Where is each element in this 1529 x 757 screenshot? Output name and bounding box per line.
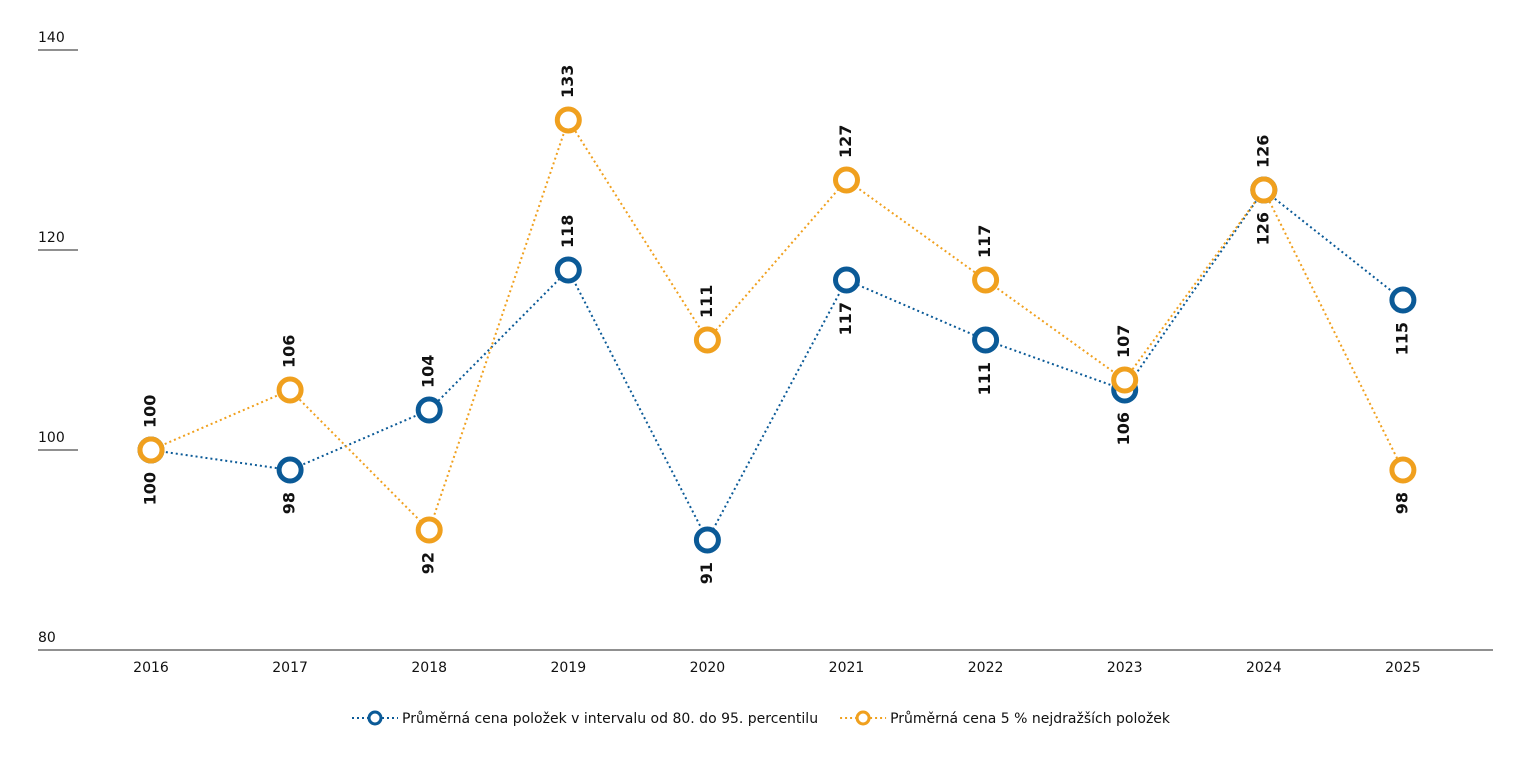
point-marker	[833, 266, 860, 294]
point-marker	[833, 166, 860, 194]
x-tick-label: 2021	[829, 660, 865, 676]
point-marker	[415, 516, 443, 544]
data-label: 98	[1392, 492, 1411, 514]
x-tick-label: 2022	[968, 660, 1004, 676]
data-label: 133	[558, 65, 577, 98]
data-label: 104	[419, 355, 438, 388]
point-marker	[415, 396, 443, 424]
data-label: 127	[836, 125, 855, 158]
data-label: 117	[975, 225, 994, 258]
legend-item: Průměrná cena položek v intervalu od 80.…	[352, 710, 818, 727]
data-label: 92	[419, 552, 438, 574]
point-marker	[972, 266, 1000, 294]
legend-marker	[367, 710, 383, 726]
series	[150, 117, 1404, 532]
data-label: 100	[141, 395, 160, 428]
legend-label: Průměrná cena 5 % nejdražších položek	[890, 711, 1171, 727]
y-tick-label: 140	[38, 30, 65, 46]
data-label: 126	[1253, 135, 1272, 168]
x-tick-label: 2020	[690, 660, 726, 676]
x-tick-label: 2023	[1107, 660, 1143, 676]
data-label: 100	[141, 472, 160, 505]
data-label: 126	[1253, 212, 1272, 245]
data-label: 98	[280, 492, 299, 514]
y-tick-label: 120	[38, 230, 65, 246]
series-line	[150, 117, 1404, 532]
point-marker	[137, 436, 165, 464]
point-marker	[693, 526, 721, 554]
x-tick-label: 2025	[1385, 660, 1421, 676]
y-tick-label: 100	[38, 430, 65, 446]
point-marker	[1389, 456, 1417, 484]
data-label: 117	[836, 302, 855, 335]
data-label: 107	[1114, 325, 1133, 358]
x-tick-label: 2017	[272, 660, 308, 676]
point-marker	[276, 456, 304, 484]
legend-item: Průměrná cena 5 % nejdražších položek	[840, 710, 1171, 727]
data-label: 115	[1392, 322, 1411, 355]
legend-label: Průměrná cena položek v intervalu od 80.…	[402, 711, 818, 727]
data-label: 91	[697, 562, 716, 584]
series	[150, 188, 1404, 543]
x-tick-label: 2019	[550, 660, 586, 676]
point-marker	[554, 256, 582, 284]
x-tick-label: 2016	[133, 660, 169, 676]
data-label: 118	[558, 215, 577, 248]
legend-marker	[855, 710, 871, 726]
point-marker	[554, 106, 582, 134]
x-tick-label: 2018	[411, 660, 447, 676]
x-tick-label: 2024	[1246, 660, 1282, 676]
point-marker	[1389, 286, 1417, 314]
point-marker	[972, 326, 1000, 354]
point-marker	[1250, 176, 1278, 204]
point-marker	[693, 326, 721, 354]
data-label: 106	[1114, 412, 1133, 445]
data-label: 111	[697, 285, 716, 318]
data-label: 106	[280, 335, 299, 368]
data-label: 111	[975, 362, 994, 395]
y-tick-label: 80	[38, 630, 56, 646]
point-marker	[1111, 366, 1139, 394]
series-line	[150, 188, 1404, 543]
point-marker	[276, 376, 304, 404]
